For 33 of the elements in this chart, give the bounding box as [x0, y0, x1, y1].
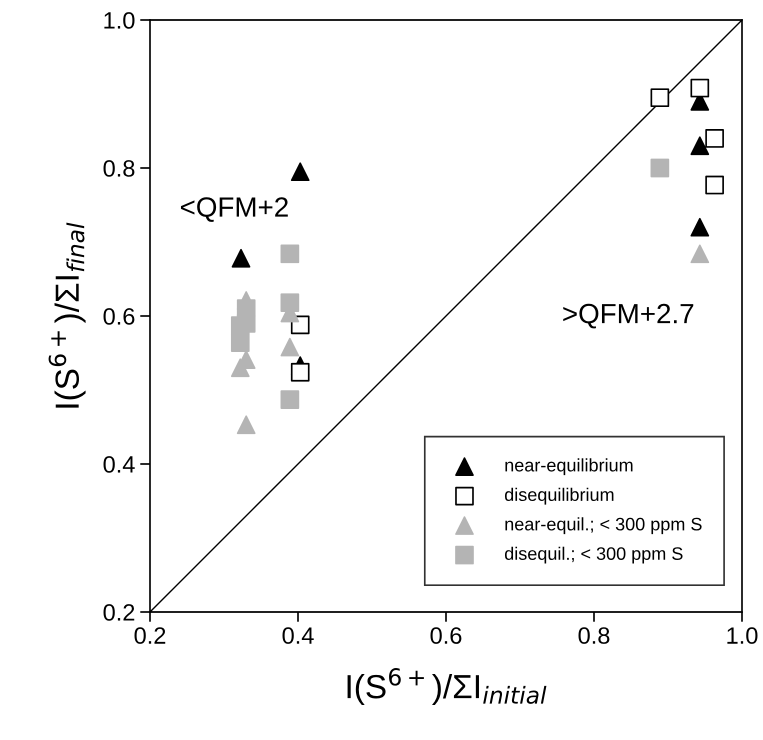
legend-label: near-equil.; < 300 ppm S: [505, 517, 702, 534]
point: [650, 88, 670, 108]
point: [232, 248, 250, 268]
point: [280, 244, 300, 264]
legend-label: disequilibrium: [504, 488, 614, 505]
y-tick-label: 0.6: [104, 308, 134, 325]
point: [280, 293, 300, 312]
point: [236, 415, 256, 434]
annotation: <QFM+2: [180, 197, 288, 222]
legend-label: disequil.; < 300 ppm S: [504, 546, 683, 564]
point: [690, 244, 710, 264]
y-axis-title: I(S$^{6+}$)/ΣI$_{final}$: [48, 222, 86, 408]
point: [690, 136, 710, 156]
point: [690, 218, 710, 237]
y-tick-label: 0.8: [104, 160, 134, 177]
legend-label: near-equilibrium: [505, 458, 632, 476]
x-axis-title: I(S$^{6+}$)/ΣI$_{initial}$: [348, 668, 546, 706]
x-tick-label: 0.8: [578, 627, 610, 644]
point: [280, 390, 300, 409]
x-tick-label: 0.2: [134, 627, 166, 644]
x-tick-label: 0.6: [430, 627, 462, 644]
y-tick-label: 0.4: [104, 456, 135, 473]
y-tick-label: 1.0: [104, 12, 134, 29]
point: [280, 338, 300, 356]
point: [230, 316, 250, 335]
y-tick-label: 0.2: [104, 604, 134, 621]
point: [230, 333, 250, 352]
annotation: >QFM+2.7: [563, 304, 694, 328]
x-tick-label: 0.4: [282, 627, 314, 644]
point: [290, 162, 310, 182]
point: [650, 158, 670, 178]
x-tick-label: 1.0: [727, 627, 758, 644]
point: [290, 362, 310, 382]
